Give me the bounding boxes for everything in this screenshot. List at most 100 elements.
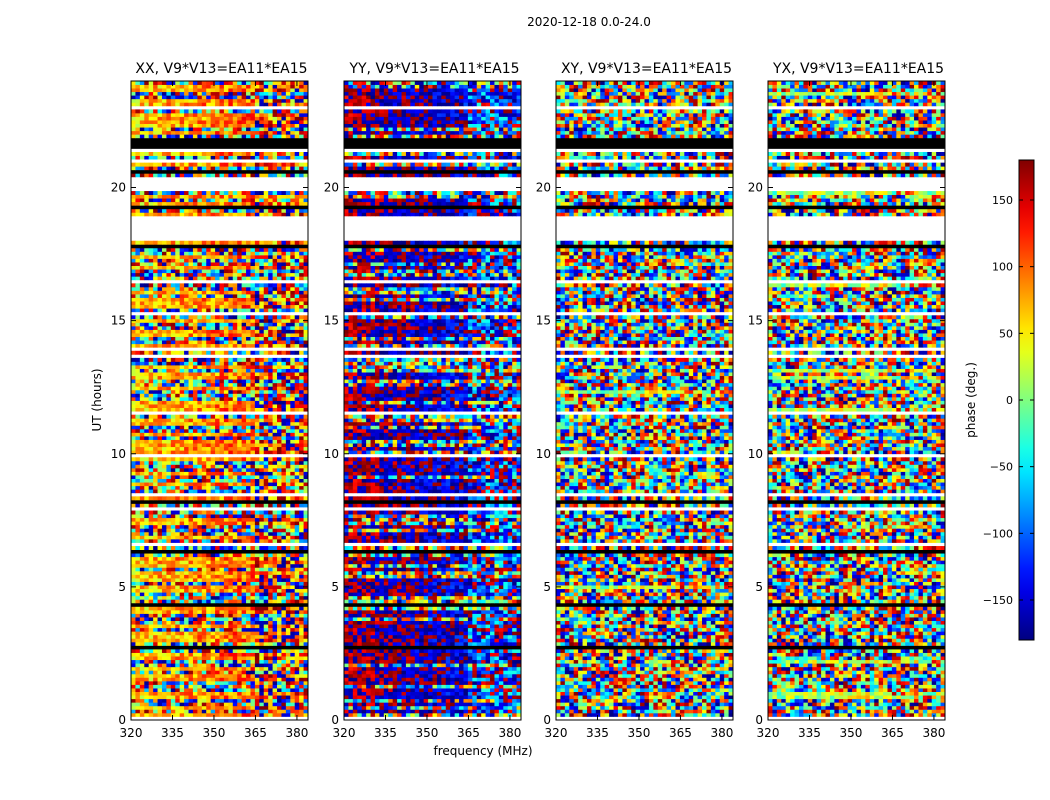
phase-cell [148,617,154,621]
phase-cell [259,265,265,270]
phase-cell [281,365,287,369]
phase-cell [268,446,273,451]
phase-cell [268,684,273,689]
phase-cell [157,290,163,295]
phase-cell [237,457,243,462]
phase-cell [135,503,141,508]
phase-cell [277,503,282,508]
phase-cell [144,432,150,437]
phase-cell [263,283,269,288]
phase-cell [259,315,265,320]
phase-cell [157,649,163,653]
phase-cell [166,467,172,472]
phase-cell [144,283,150,288]
phase-cell [268,517,273,522]
phase-cell [263,201,269,206]
phase-cell [139,329,145,334]
phase-cell [294,201,300,206]
phase-cell [299,269,304,274]
phase-cell [254,294,260,298]
phase-cell [254,400,260,405]
phase-cell [201,538,207,543]
phase-cell [192,322,198,327]
phase-cell [268,656,273,661]
phase-cell [170,393,176,398]
phase-cell [215,574,220,579]
phase-cell [148,254,154,259]
phase-cell [303,485,308,490]
phase-cell [215,709,220,714]
phase-cell [259,389,265,394]
phase-cell [277,198,282,203]
phase-cell [246,421,251,426]
phase-cell [232,698,238,703]
phase-cell [175,258,181,263]
phase-cell [277,691,282,696]
phase-cell [223,627,229,632]
phase-cell [272,283,278,288]
phase-cell [153,254,158,259]
phase-cell [241,357,247,362]
phase-cell [263,567,269,572]
phase-cell [254,471,260,476]
phase-cell [192,599,198,604]
phase-cell [277,652,282,657]
phase-cell [272,198,278,203]
phase-cell [219,599,225,604]
phase-cell [157,641,163,646]
phase-cell [175,698,181,703]
phase-cell [170,712,176,717]
phase-cell [281,304,287,309]
phase-cell [268,325,273,330]
phase-cell [192,652,198,657]
phase-cell [201,379,207,384]
phase-cell [254,585,260,590]
phase-cell [246,517,251,522]
phase-cell [263,432,269,437]
phase-cell [254,336,260,341]
phase-cell [277,698,282,703]
phase-cell [272,592,278,597]
phase-cell [131,581,136,586]
phase-cell [148,414,154,419]
phase-cell [206,283,212,288]
phase-cell [139,585,145,590]
phase-cell [179,588,185,593]
phase-cell [170,702,176,707]
phase-cell [219,276,225,281]
phase-cell [272,467,278,472]
phase-cell [139,702,145,707]
phase-cell [299,286,304,291]
phase-cell [184,262,189,266]
phase-cell [272,521,278,526]
phase-cell [294,365,300,369]
phase-cell [219,361,225,366]
phase-cell [263,265,269,270]
phase-cell [294,563,300,568]
phase-cell [277,641,282,646]
phase-cell [148,702,154,707]
phase-cell [206,684,212,689]
phase-cell [268,489,273,494]
phase-cell [166,556,172,561]
phase-cell [210,315,216,320]
phase-cell [246,343,251,348]
phase-cell [285,421,291,426]
phase-cell [254,365,260,369]
phase-cell [277,315,282,320]
phase-cell [170,333,176,337]
phase-cell [148,670,154,675]
phase-cell [206,467,212,472]
phase-cell [281,428,287,433]
phase-cell [135,531,141,536]
phase-cell [241,301,247,306]
phase-cell [263,521,269,526]
phase-cell [259,588,265,593]
phase-cell [192,396,198,401]
phase-cell [299,620,304,625]
phase-cell [206,538,212,543]
phase-cell [215,247,220,252]
phase-cell [228,634,234,639]
phase-cell [246,294,251,298]
phase-cell [166,208,172,213]
